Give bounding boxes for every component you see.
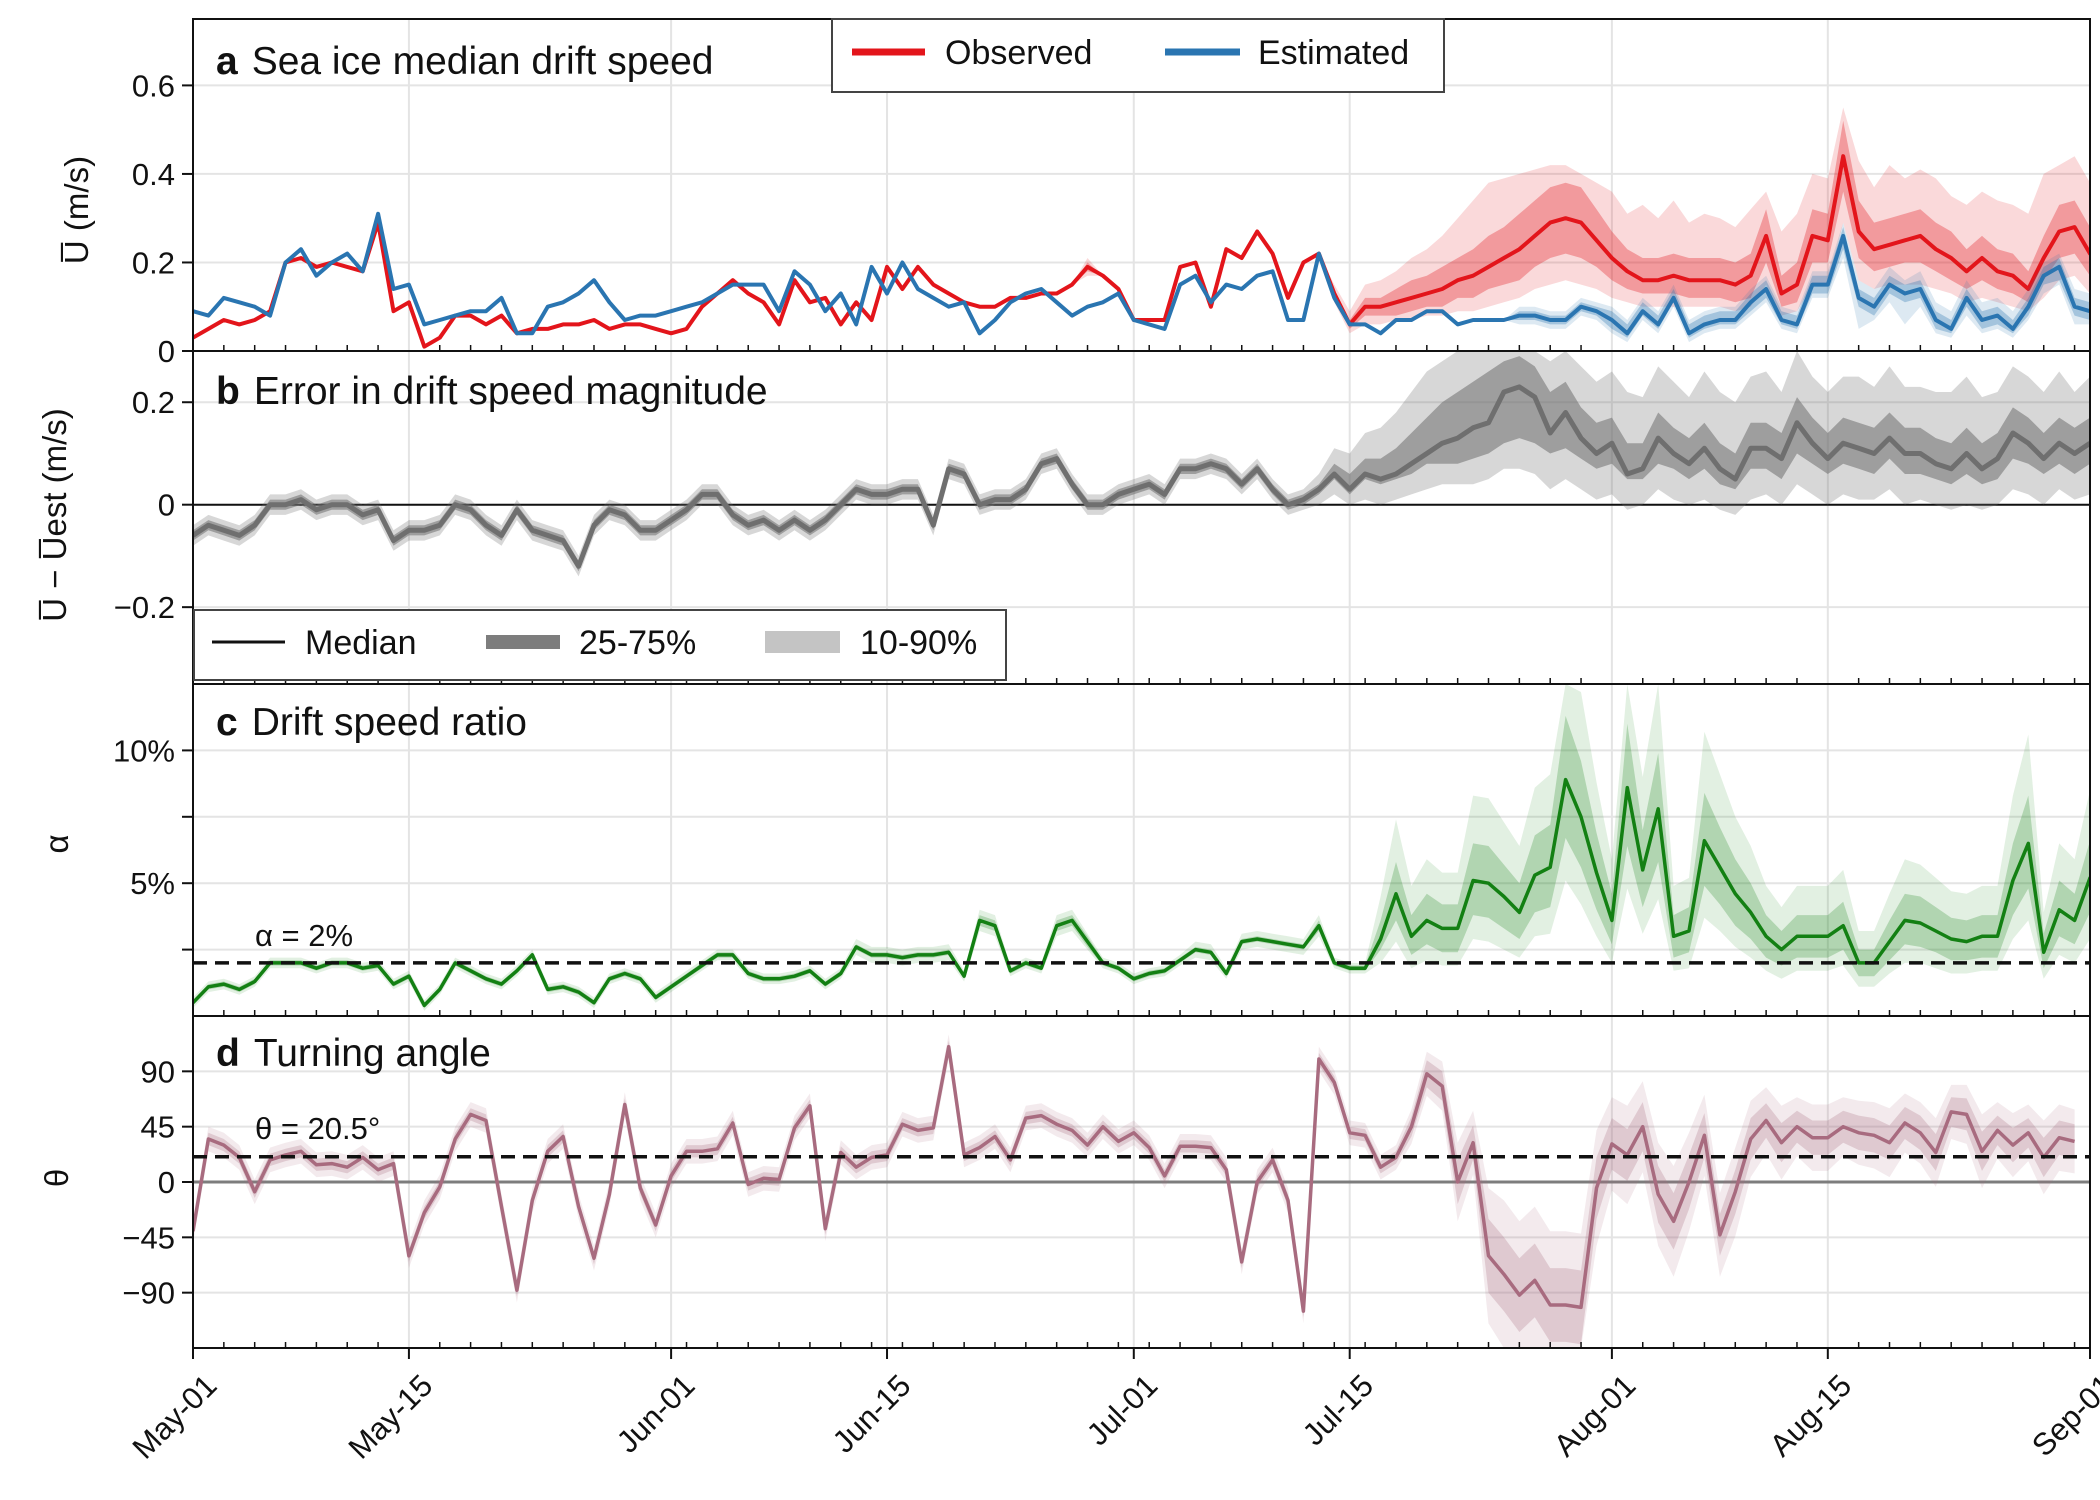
band-25-75 <box>193 356 2090 572</box>
band-10-90 <box>193 684 2090 1011</box>
y-tick-label: −0.2 <box>114 590 175 625</box>
y-tick-label: 0 <box>158 334 175 369</box>
panel-c-title: c Drift speed ratio <box>216 701 527 744</box>
legend-label-10-90: 10-90% <box>860 624 977 662</box>
panel-b-title: b Error in drift speed magnitude <box>216 370 768 413</box>
legend-percentiles: Median 25-75% 10-90% <box>193 609 1007 681</box>
legend-label-median: Median <box>305 624 417 662</box>
band-10-90 <box>193 107 2090 347</box>
band-25-75 <box>193 715 2090 1008</box>
series-line-observed <box>193 154 2090 349</box>
panel-d: −90 −45 0 45 90 <box>122 1015 2091 1349</box>
x-tick-label: May-15 <box>342 1368 440 1466</box>
y-tick-label: 5% <box>130 866 175 901</box>
panel-a-title: a Sea ice median drift speed <box>216 40 713 83</box>
series-line <box>193 384 2090 569</box>
y-tick-label: 0 <box>158 488 175 523</box>
panel-c: 5% 10% <box>113 683 2091 1017</box>
series-line <box>193 1044 2076 1313</box>
plot-area <box>193 107 2090 349</box>
legend-box <box>831 18 1445 93</box>
plot-area <box>193 351 2090 577</box>
panel-c-ylabel: α <box>38 834 75 853</box>
panel-a-ylabel: U̅ (m/s) <box>58 156 95 264</box>
y-tick-label: −90 <box>122 1276 175 1311</box>
legend-label-observed: Observed <box>945 34 1092 72</box>
legend-drift-speed: Observed Estimated <box>831 18 1445 93</box>
series-line-estimated <box>193 211 2090 336</box>
y-tick-label: −45 <box>122 1220 175 1255</box>
plot-area <box>193 1034 2090 1348</box>
x-axis: May-01 May-15 Jun-01 Jun-15 Jul-01 Jul-15 Aug-… <box>126 1348 2100 1466</box>
panel-d-title: d Turning angle <box>216 1032 491 1075</box>
y-tick-label: 0.2 <box>132 245 175 280</box>
band-10-90 <box>193 213 2090 343</box>
x-tick-label: Jun-01 <box>610 1368 702 1460</box>
x-tick-label: May-01 <box>126 1368 224 1466</box>
x-tick-label: Jun-15 <box>826 1368 918 1460</box>
x-tick-label: Jul-15 <box>1296 1368 1380 1452</box>
y-tick-label: 0.6 <box>132 68 175 103</box>
legend-label-estimated: Estimated <box>1258 34 1409 72</box>
theta-reference-label: θ = 20.5° <box>255 1111 380 1146</box>
panel-d-ylabel: θ <box>38 1169 75 1187</box>
y-tick-label: 45 <box>141 1110 175 1145</box>
y-tick-label: 0.2 <box>132 385 175 420</box>
x-tick-label: Aug-01 <box>1547 1368 1642 1463</box>
legend-box <box>193 609 1007 681</box>
x-tick-label: Sep-01 <box>2025 1368 2100 1463</box>
x-tick-label: Aug-15 <box>1763 1368 1858 1463</box>
y-tick-label: 90 <box>141 1054 175 1089</box>
legend-label-25-75: 25-75% <box>579 624 696 662</box>
x-tick-label: Jul-01 <box>1080 1368 1164 1452</box>
series-line <box>193 777 2090 1008</box>
alpha-reference-label: α = 2% <box>255 918 353 953</box>
y-tick-label: 10% <box>113 733 175 768</box>
panel-b-ylabel: U̅ − U̅est (m/s) <box>36 408 73 622</box>
band-10-90 <box>193 1034 2075 1348</box>
y-tick-label: 0 <box>158 1165 175 1200</box>
y-tick-label: 0.4 <box>132 157 175 192</box>
plot-area <box>193 684 2090 1011</box>
